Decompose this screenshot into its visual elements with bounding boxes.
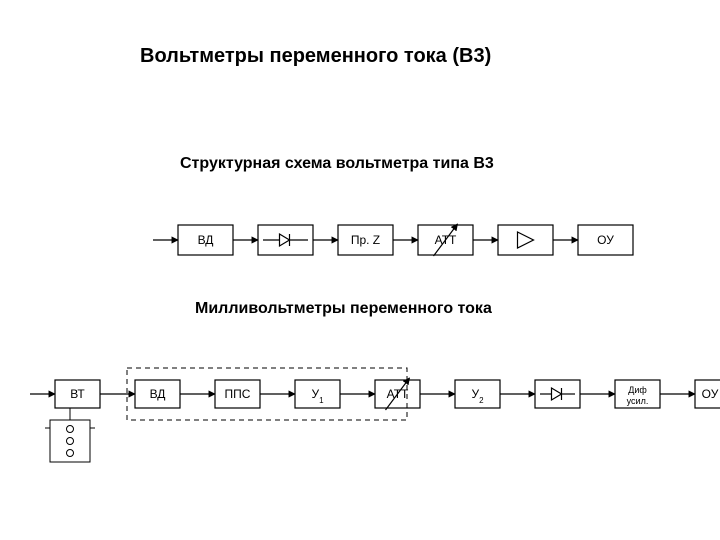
- label-u1: У1: [311, 387, 324, 405]
- label-ou2: ОУ: [702, 387, 719, 401]
- label-vd2: ВД: [150, 387, 166, 401]
- subtitle-1: Структурная схема вольтметра типа В3: [180, 155, 494, 173]
- label-vt: ВТ: [70, 387, 85, 401]
- label-vd: ВД: [198, 233, 214, 247]
- label-ou: ОУ: [597, 233, 614, 247]
- svg-text:усил.: усил.: [627, 396, 649, 406]
- label-dif: Диф: [628, 385, 647, 395]
- subtitle-2: Милливольтметры переменного тока: [195, 300, 492, 318]
- main-title: Вольтметры переменного тока (В3): [140, 45, 491, 68]
- label-u2: У2: [471, 387, 484, 405]
- diagram-canvas: ВДПр. ZАТТОУВТВДППСУ1АТТУ2Дифусил.ОУ: [0, 0, 720, 540]
- label-pps: ППС: [225, 387, 251, 401]
- label-prz: Пр. Z: [351, 233, 380, 247]
